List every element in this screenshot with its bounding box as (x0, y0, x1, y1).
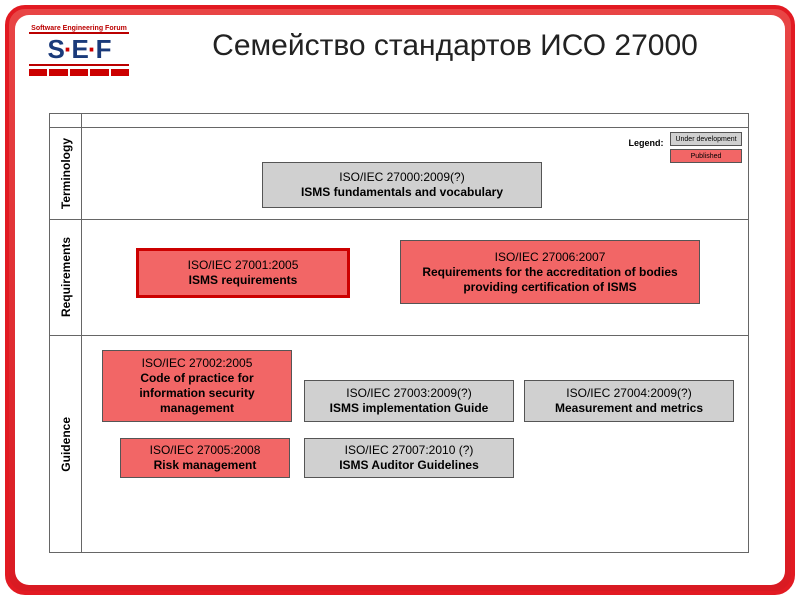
slide-frame: Software Engineering Forum S·E·F Семейст… (5, 5, 795, 595)
legend-item: Under development (670, 132, 742, 146)
standard-code: ISO/IEC 27001:2005 (145, 258, 341, 273)
legend: Legend: Under development Published (628, 132, 742, 166)
standard-code: ISO/IEC 27006:2007 (407, 250, 693, 265)
standard-name: Code of practice for information securit… (109, 371, 285, 416)
standard-name: ISMS requirements (145, 273, 341, 288)
standard-name: ISMS fundamentals and vocabulary (269, 185, 535, 200)
standard-code: ISO/IEC 27005:2008 (127, 443, 283, 458)
sef-logo: Software Engineering Forum S·E·F (29, 25, 129, 76)
logo-bars (29, 69, 129, 76)
standard-name: Risk management (127, 458, 283, 473)
slide-title: Семейство стандартов ИСО 27000 (145, 29, 765, 63)
standard-box: ISO/IEC 27006:2007Requirements for the a… (400, 240, 700, 304)
standard-box: ISO/IEC 27005:2008Risk management (120, 438, 290, 478)
row-label-requirements: Requirements (50, 220, 82, 335)
legend-item: Published (670, 149, 742, 163)
standard-code: ISO/IEC 27003:2009(?) (311, 386, 507, 401)
logo-subtitle: Software Engineering Forum (29, 25, 129, 32)
standard-code: ISO/IEC 27000:2009(?) (269, 170, 535, 185)
slide-body: Software Engineering Forum S·E·F Семейст… (15, 15, 785, 585)
standard-box: ISO/IEC 27002:2005Code of practice for i… (102, 350, 292, 422)
standard-box: ISO/IEC 27004:2009(?)Measurement and met… (524, 380, 734, 422)
standard-name: ISMS implementation Guide (311, 401, 507, 416)
standard-code: ISO/IEC 27007:2010 (?) (311, 443, 507, 458)
row-terminology: Terminology Legend: Under development Pub… (50, 128, 748, 220)
logo-main: S·E·F (29, 32, 129, 66)
standard-box: ISO/IEC 27001:2005ISMS requirements (136, 248, 350, 298)
legend-label: Legend: (628, 138, 663, 148)
row-guidence: Guidence ISO/IEC 27002:2005Code of pract… (50, 336, 748, 552)
standard-code: ISO/IEC 27004:2009(?) (531, 386, 727, 401)
top-strip (50, 114, 748, 128)
standard-name: Measurement and metrics (531, 401, 727, 416)
standard-code: ISO/IEC 27002:2005 (109, 356, 285, 371)
row-requirements: Requirements ISO/IEC 27001:2005ISMS requ… (50, 220, 748, 336)
row-label-terminology: Terminology (50, 128, 82, 219)
standards-diagram: Terminology Legend: Under development Pub… (49, 113, 749, 553)
row-label-blank (50, 114, 82, 127)
standard-box: ISO/IEC 27003:2009(?)ISMS implementation… (304, 380, 514, 422)
row-label-guidence: Guidence (50, 336, 82, 552)
standard-name: ISMS Auditor Guidelines (311, 458, 507, 473)
standard-box: ISO/IEC 27007:2010 (?)ISMS Auditor Guide… (304, 438, 514, 478)
standard-name: Requirements for the accreditation of bo… (407, 265, 693, 295)
standard-box: ISO/IEC 27000:2009(?)ISMS fundamentals a… (262, 162, 542, 208)
